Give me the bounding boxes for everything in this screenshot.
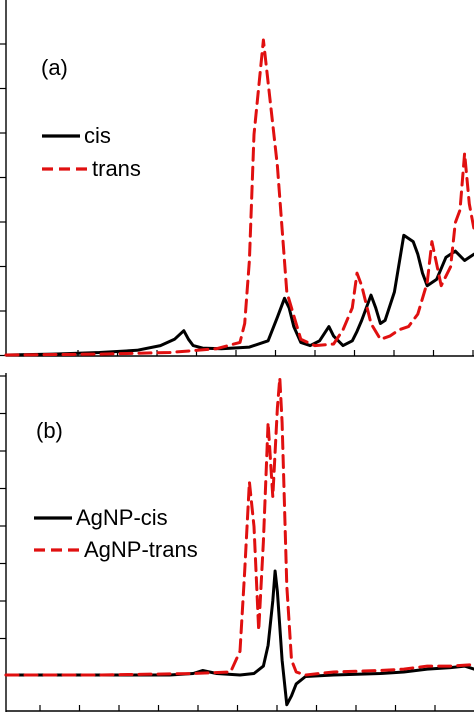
panel-a-y-ticks	[0, 43, 6, 357]
panel-b-x-ticks	[39, 705, 436, 711]
legend-label-trans: trans	[92, 156, 141, 181]
panel-a-label: (a)	[41, 55, 68, 80]
panel-a-series-trans	[4, 38, 474, 357]
panel-b-series-agnp-trans	[4, 376, 474, 677]
panel-a: (a) cis trans	[0, 0, 474, 357]
legend-label-cis: cis	[84, 123, 111, 148]
panel-a-lines	[4, 38, 474, 357]
panel-b-label: (b)	[36, 418, 63, 443]
panel-a-legend: cis trans	[42, 123, 141, 181]
panel-b-y-ticks	[0, 375, 6, 640]
panel-b-legend: AgNP-cis AgNP-trans	[34, 505, 198, 562]
legend-label-agnp-cis: AgNP-cis	[76, 505, 168, 530]
panel-b-lines	[4, 376, 474, 707]
legend-label-agnp-trans: AgNP-trans	[84, 537, 198, 562]
panel-b-series-agnp-cis	[4, 569, 474, 707]
panel-a-series-cis	[4, 233, 474, 357]
panel-b: (b) AgNP-cis AgNP-trans	[0, 373, 474, 712]
